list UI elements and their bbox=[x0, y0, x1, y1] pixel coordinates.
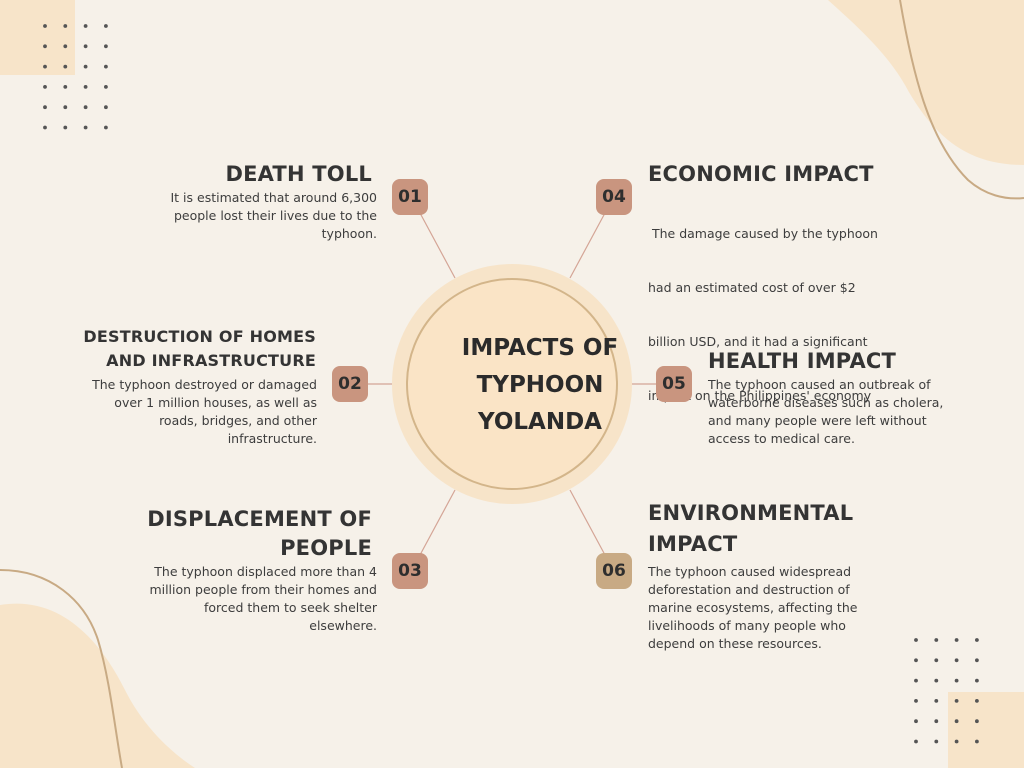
decor-dot bbox=[934, 719, 939, 724]
decor-dot bbox=[975, 739, 979, 744]
decor-dot bbox=[954, 699, 959, 703]
decor-dot bbox=[954, 638, 959, 642]
decor-dot bbox=[934, 739, 939, 744]
connector-06 bbox=[569, 489, 606, 556]
center-title: IMPACTS OF TYPHOON YOLANDA bbox=[420, 330, 660, 441]
dot-grid-bottom-right bbox=[914, 638, 979, 744]
decor-dot bbox=[104, 44, 108, 49]
item-01-badge: 01 bbox=[392, 179, 428, 215]
connector-03 bbox=[419, 489, 456, 556]
item-06-title: ENVIRONMENTAL IMPACT bbox=[648, 501, 854, 556]
decor-dot bbox=[934, 699, 939, 703]
decor-dot bbox=[104, 24, 108, 28]
decor-dot bbox=[954, 739, 959, 744]
decor-dot bbox=[63, 64, 68, 69]
item-02-description: The typhoon destroyed or damaged over 1 … bbox=[92, 377, 317, 446]
dot-grid-top-left bbox=[43, 24, 108, 130]
item-03-badge: 03 bbox=[392, 553, 428, 589]
item-06-description: The typhoon caused widespread deforestat… bbox=[648, 564, 858, 651]
item-01-description: It is estimated that around 6,300 people… bbox=[170, 190, 377, 241]
decor-dot bbox=[954, 719, 959, 724]
decor-dot bbox=[914, 699, 918, 703]
decor-dot bbox=[914, 719, 918, 724]
item-05-title: HEALTH IMPACT bbox=[708, 349, 897, 373]
top-left-block bbox=[0, 0, 75, 75]
item-03-description: The typhoon displaced more than 4 millio… bbox=[149, 564, 377, 633]
decor-dot bbox=[914, 658, 918, 663]
decor-dot bbox=[934, 678, 939, 683]
bottom-right-block bbox=[948, 692, 1024, 768]
decor-dot bbox=[83, 24, 88, 28]
decor-dot bbox=[914, 638, 918, 642]
decor-dot bbox=[43, 105, 47, 110]
decor-dot bbox=[83, 85, 88, 89]
item-04-badge: 04 bbox=[596, 179, 632, 215]
decor-dot bbox=[63, 24, 68, 28]
center-inner-ring bbox=[406, 278, 618, 490]
decor-dot bbox=[43, 125, 47, 130]
bottom-left-curve bbox=[0, 569, 123, 768]
center-title-line-2: TYPHOON bbox=[476, 372, 604, 398]
connector-01 bbox=[419, 212, 456, 279]
decor-dot bbox=[934, 638, 939, 642]
bottom-left-blob bbox=[0, 603, 195, 768]
decor-dot bbox=[954, 658, 959, 663]
item-05-description: The typhoon caused an outbreak of waterb… bbox=[708, 377, 944, 446]
decor-dot bbox=[83, 125, 88, 130]
decor-dot bbox=[83, 44, 88, 49]
decor-dot bbox=[954, 678, 959, 683]
decor-dot bbox=[975, 699, 979, 703]
decor-dot bbox=[934, 658, 939, 663]
item-01-title: DEATH TOLL bbox=[225, 162, 372, 186]
decor-dot bbox=[104, 64, 108, 69]
center-title-line-1: IMPACTS OF bbox=[461, 335, 619, 361]
connector-04 bbox=[569, 212, 606, 279]
decor-dot bbox=[104, 125, 108, 130]
item-02-title: DESTRUCTION OF HOMES AND INFRASTRUCTURE bbox=[83, 327, 316, 370]
decor-dot bbox=[104, 85, 108, 89]
decor-dot bbox=[43, 64, 47, 69]
decor-dot bbox=[43, 44, 47, 49]
decor-dot bbox=[104, 105, 108, 110]
decor-dot bbox=[43, 85, 47, 89]
decor-dot bbox=[914, 678, 918, 683]
decor-dot bbox=[914, 739, 918, 744]
decor-dot bbox=[975, 638, 979, 642]
center-title-line-3: YOLANDA bbox=[478, 409, 602, 435]
decor-dot bbox=[63, 44, 68, 49]
item-02-badge: 02 bbox=[332, 366, 368, 402]
decor-dot bbox=[975, 719, 979, 724]
decor-dot bbox=[83, 105, 88, 110]
item-06-badge: 06 bbox=[596, 553, 632, 589]
decor-dot bbox=[43, 24, 47, 28]
decor-dot bbox=[83, 64, 88, 69]
top-right-blob bbox=[828, 0, 1024, 165]
top-right-curve bbox=[899, 0, 1024, 200]
item-04-title: ECONOMIC IMPACT bbox=[648, 162, 874, 186]
decor-dot bbox=[975, 658, 979, 663]
decor-dot bbox=[63, 125, 68, 130]
decor-dot bbox=[63, 85, 68, 89]
decor-dot bbox=[975, 678, 979, 683]
item-03-title: DISPLACEMENT OF PEOPLE bbox=[147, 507, 372, 560]
item-05-badge: 05 bbox=[656, 366, 692, 402]
decor-dot bbox=[63, 105, 68, 110]
